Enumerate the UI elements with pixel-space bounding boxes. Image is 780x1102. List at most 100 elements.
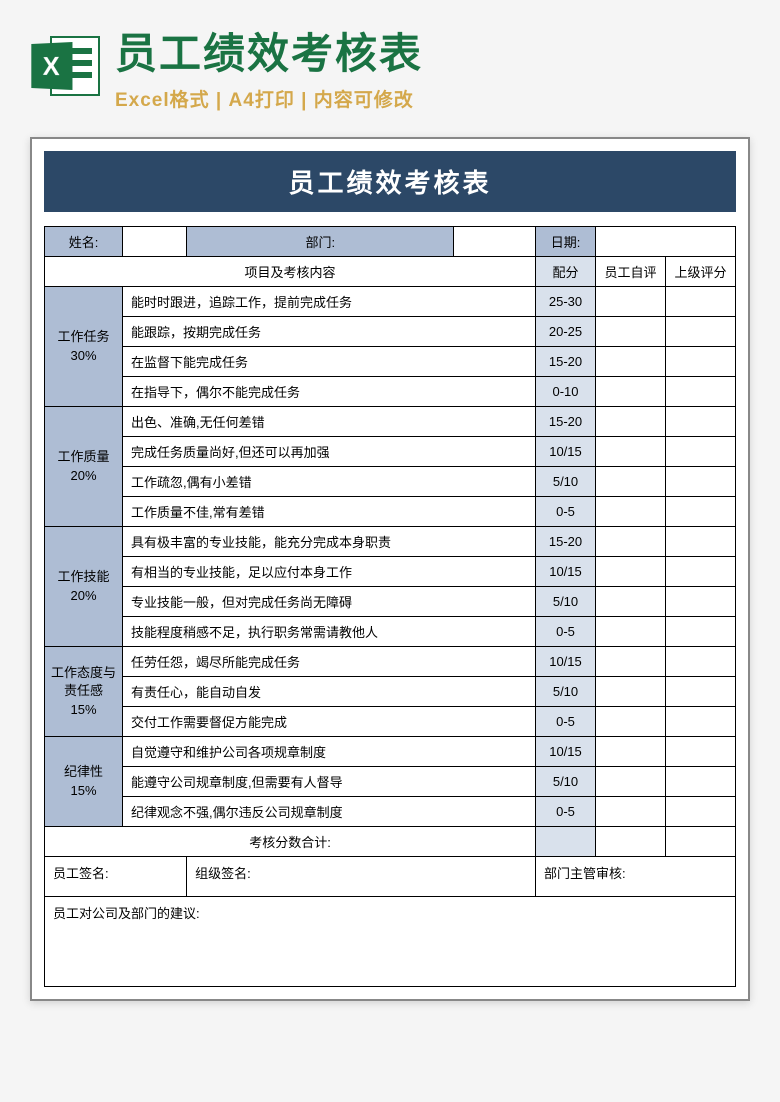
self-eval-cell: [596, 347, 666, 377]
form-title: 员工绩效考核表: [44, 151, 736, 212]
table-row: 纪律性15%自觉遵守和维护公司各项规章制度10/15: [45, 737, 736, 767]
self-eval-cell: [596, 707, 666, 737]
suggestion-row: 员工对公司及部门的建议:: [45, 897, 736, 987]
score-cell: 25-30: [536, 287, 596, 317]
super-eval-cell: [666, 407, 736, 437]
desc-cell: 具有极丰富的专业技能，能充分完成本身职责: [123, 527, 536, 557]
name-label: 姓名:: [45, 227, 123, 257]
super-eval-cell: [666, 287, 736, 317]
desc-cell: 工作质量不佳,常有差错: [123, 497, 536, 527]
total-score: [536, 827, 596, 857]
signature-row: 员工签名: 组级签名: 部门主管审核:: [45, 857, 736, 897]
suggestion-label: 员工对公司及部门的建议:: [45, 897, 736, 987]
total-super: [666, 827, 736, 857]
score-cell: 0-10: [536, 377, 596, 407]
super-eval-cell: [666, 437, 736, 467]
self-eval-cell: [596, 557, 666, 587]
table-row: 工作技能20%具有极丰富的专业技能，能充分完成本身职责15-20: [45, 527, 736, 557]
self-eval-cell: [596, 467, 666, 497]
table-row: 工作质量20%出色、准确,无任何差错15-20: [45, 407, 736, 437]
super-eval-cell: [666, 377, 736, 407]
self-eval-cell: [596, 497, 666, 527]
score-cell: 5/10: [536, 467, 596, 497]
dept-label: 部门:: [187, 227, 454, 257]
table-row: 完成任务质量尚好,但还可以再加强10/15: [45, 437, 736, 467]
total-self: [596, 827, 666, 857]
super-eval-cell: [666, 347, 736, 377]
desc-cell: 能跟踪，按期完成任务: [123, 317, 536, 347]
desc-cell: 完成任务质量尚好,但还可以再加强: [123, 437, 536, 467]
name-value: [123, 227, 187, 257]
self-eval-cell: [596, 287, 666, 317]
category-cell: 工作质量20%: [45, 407, 123, 527]
score-cell: 10/15: [536, 557, 596, 587]
desc-cell: 有责任心，能自动自发: [123, 677, 536, 707]
date-value: [596, 227, 736, 257]
table-row: 交付工作需要督促方能完成0-5: [45, 707, 736, 737]
self-eval-cell: [596, 377, 666, 407]
sign-group: 组级签名:: [187, 857, 536, 897]
score-cell: 5/10: [536, 587, 596, 617]
super-eval-cell: [666, 767, 736, 797]
super-eval-cell: [666, 467, 736, 497]
super-eval-cell: [666, 617, 736, 647]
category-cell: 工作态度与责任感15%: [45, 647, 123, 737]
self-eval-cell: [596, 767, 666, 797]
table-row: 纪律观念不强,偶尔违反公司规章制度0-5: [45, 797, 736, 827]
col-self: 员工自评: [596, 257, 666, 287]
super-eval-cell: [666, 317, 736, 347]
desc-cell: 任劳任怨，竭尽所能完成任务: [123, 647, 536, 677]
column-header-row: 项目及考核内容 配分 员工自评 上级评分: [45, 257, 736, 287]
super-eval-cell: [666, 587, 736, 617]
table-row: 技能程度稍感不足，执行职务常需请教他人0-5: [45, 617, 736, 647]
page-header: X 员工绩效考核表 Excel格式 | A4打印 | 内容可修改: [0, 0, 780, 122]
desc-cell: 在指导下，偶尔不能完成任务: [123, 377, 536, 407]
self-eval-cell: [596, 737, 666, 767]
self-eval-cell: [596, 437, 666, 467]
score-cell: 20-25: [536, 317, 596, 347]
score-cell: 0-5: [536, 707, 596, 737]
self-eval-cell: [596, 527, 666, 557]
self-eval-cell: [596, 317, 666, 347]
score-cell: 15-20: [536, 407, 596, 437]
table-row: 在监督下能完成任务15-20: [45, 347, 736, 377]
table-row: 工作质量不佳,常有差错0-5: [45, 497, 736, 527]
category-cell: 纪律性15%: [45, 737, 123, 827]
super-eval-cell: [666, 797, 736, 827]
score-cell: 0-5: [536, 617, 596, 647]
super-eval-cell: [666, 707, 736, 737]
page-subtitle: Excel格式 | A4打印 | 内容可修改: [115, 85, 750, 112]
info-row: 姓名: 部门: 日期:: [45, 227, 736, 257]
desc-cell: 有相当的专业技能，足以应付本身工作: [123, 557, 536, 587]
col-content: 项目及考核内容: [45, 257, 536, 287]
super-eval-cell: [666, 557, 736, 587]
score-cell: 10/15: [536, 737, 596, 767]
col-super: 上级评分: [666, 257, 736, 287]
score-cell: 10/15: [536, 647, 596, 677]
total-row: 考核分数合计:: [45, 827, 736, 857]
table-row: 能遵守公司规章制度,但需要有人督导5/10: [45, 767, 736, 797]
self-eval-cell: [596, 587, 666, 617]
score-cell: 5/10: [536, 767, 596, 797]
category-cell: 工作技能20%: [45, 527, 123, 647]
excel-icon-letter: X: [31, 42, 72, 90]
sign-employee: 员工签名:: [45, 857, 187, 897]
super-eval-cell: [666, 497, 736, 527]
evaluation-table: 姓名: 部门: 日期: 项目及考核内容 配分 员工自评 上级评分 工作任务30%…: [44, 226, 736, 987]
total-label: 考核分数合计:: [45, 827, 536, 857]
table-row: 有责任心，能自动自发5/10: [45, 677, 736, 707]
desc-cell: 纪律观念不强,偶尔违反公司规章制度: [123, 797, 536, 827]
self-eval-cell: [596, 797, 666, 827]
desc-cell: 专业技能一般，但对完成任务尚无障碍: [123, 587, 536, 617]
table-row: 工作任务30%能时时跟进，追踪工作，提前完成任务25-30: [45, 287, 736, 317]
category-cell: 工作任务30%: [45, 287, 123, 407]
table-row: 工作态度与责任感15%任劳任怨，竭尽所能完成任务10/15: [45, 647, 736, 677]
desc-cell: 在监督下能完成任务: [123, 347, 536, 377]
date-label: 日期:: [536, 227, 596, 257]
self-eval-cell: [596, 407, 666, 437]
super-eval-cell: [666, 677, 736, 707]
table-row: 在指导下，偶尔不能完成任务0-10: [45, 377, 736, 407]
table-row: 专业技能一般，但对完成任务尚无障碍5/10: [45, 587, 736, 617]
score-cell: 0-5: [536, 497, 596, 527]
super-eval-cell: [666, 527, 736, 557]
